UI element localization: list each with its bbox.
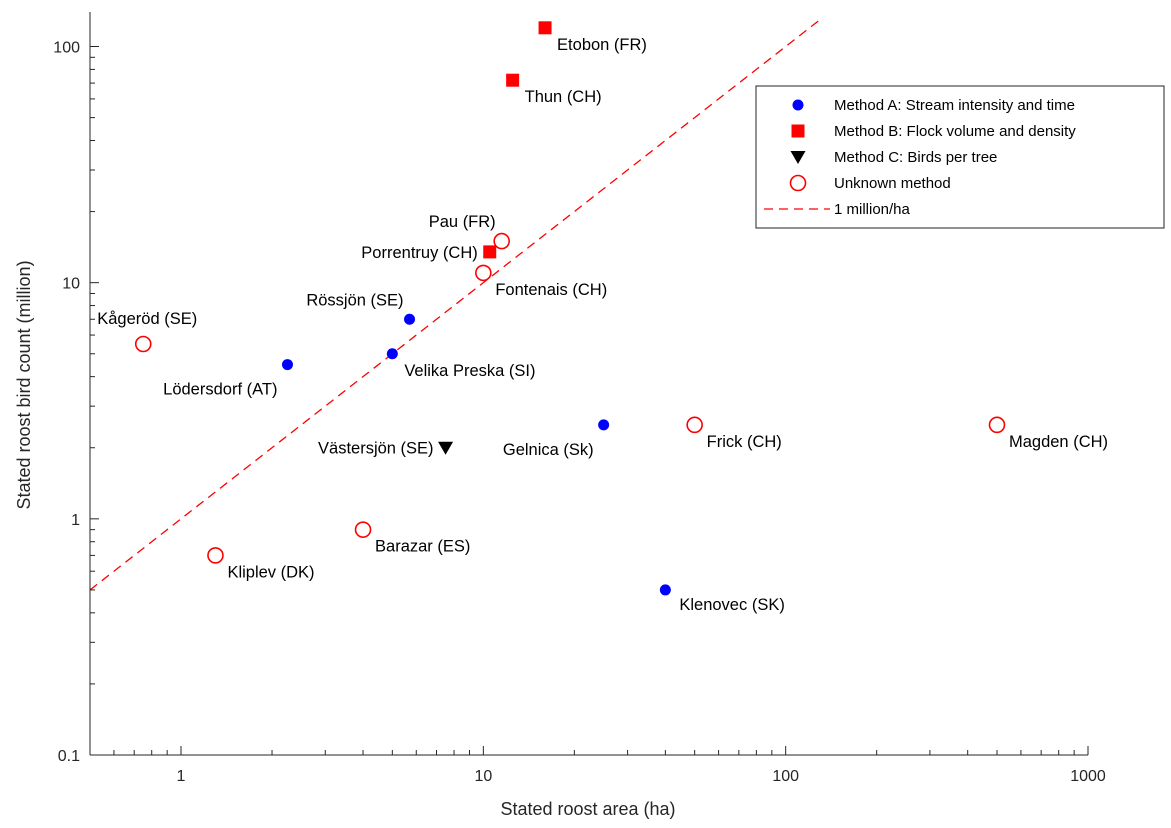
point-label: Porrentruy (CH) xyxy=(361,244,477,262)
axes: 1 10 100 1000 0.1 1 10 100 xyxy=(53,12,1106,785)
y-tick-label: 10 xyxy=(62,276,80,293)
reference-line xyxy=(90,19,821,591)
data-point xyxy=(281,359,293,371)
data-point xyxy=(386,348,398,360)
point-label: Velika Preska (SI) xyxy=(404,362,535,380)
data-point xyxy=(483,245,497,259)
point-label: Fontenais (CH) xyxy=(495,281,607,299)
data-point xyxy=(506,73,520,87)
y-axis-title: Stated roost bird count (million) xyxy=(14,260,34,509)
data-point xyxy=(404,313,416,325)
y-tick-label: 100 xyxy=(53,40,80,57)
legend-label: Method A: Stream intensity and time xyxy=(834,97,1075,114)
point-label: Kliplev (DK) xyxy=(227,563,314,581)
legend: Method A: Stream intensity and time Metho… xyxy=(755,85,1165,229)
point-label: Thun (CH) xyxy=(525,88,602,106)
y-tick-label: 1 xyxy=(71,512,80,529)
point-label: Kågeröd (SE) xyxy=(97,310,197,328)
legend-label: Method C: Birds per tree xyxy=(834,149,997,166)
point-label: Barazar (ES) xyxy=(375,538,470,556)
point-label: Magden (CH) xyxy=(1009,433,1108,451)
data-point xyxy=(475,264,492,282)
data-point xyxy=(988,416,1006,434)
data-point xyxy=(493,232,510,250)
legend-marker xyxy=(789,174,807,192)
x-tick-label: 10 xyxy=(474,768,492,785)
data-point xyxy=(598,419,610,431)
data-point xyxy=(438,441,454,455)
data-point xyxy=(207,547,224,564)
legend-box xyxy=(755,85,1165,229)
data-point xyxy=(659,584,671,596)
point-label: Frick (CH) xyxy=(707,433,782,451)
point-label: Lödersdorf (AT) xyxy=(163,381,277,399)
point-label: Västersjön (SE) xyxy=(318,440,434,458)
legend-marker xyxy=(792,99,804,111)
point-label: Rössjön (SE) xyxy=(306,291,403,309)
x-tick-label: 1 xyxy=(177,768,186,785)
legend-marker xyxy=(790,151,806,164)
point-labels: Lödersdorf (AT) Rössjön (SE) Velika Preska… xyxy=(97,36,1108,614)
x-axis-title: Stated roost area (ha) xyxy=(500,799,675,819)
x-tick-label: 1000 xyxy=(1070,768,1106,785)
data-point xyxy=(538,21,552,35)
data-point xyxy=(134,335,152,353)
data-point xyxy=(354,521,372,538)
point-label: Etobon (FR) xyxy=(557,36,647,54)
legend-label: Method B: Flock volume and density xyxy=(834,123,1076,140)
plot-area xyxy=(90,19,1006,596)
plot-contents xyxy=(90,19,1006,596)
legend-marker xyxy=(791,124,805,138)
point-label: Klenovec (SK) xyxy=(679,596,784,614)
x-tick-label: 100 xyxy=(772,768,799,785)
legend-label: 1 million/ha xyxy=(834,201,911,218)
data-point xyxy=(686,416,703,434)
legend-label: Unknown method xyxy=(834,175,951,192)
point-label: Gelnica (Sk) xyxy=(503,441,594,459)
y-tick-label: 0.1 xyxy=(58,748,80,765)
point-label: Pau (FR) xyxy=(429,213,496,231)
